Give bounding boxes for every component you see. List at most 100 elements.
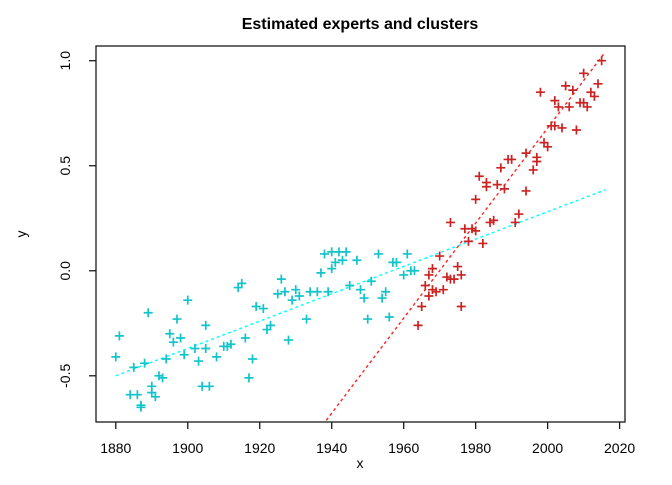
- scatter-point-cluster-2-red: [507, 154, 517, 164]
- scatter-point-cluster-2-red: [471, 226, 481, 236]
- scatter-point-cluster-1-cyan: [352, 255, 362, 265]
- scatter-point-cluster-2-red: [521, 148, 531, 158]
- scatter-point-cluster-1-cyan: [143, 308, 153, 318]
- scatter-points-layer: [111, 56, 607, 412]
- scatter-point-cluster-1-cyan: [366, 276, 376, 286]
- scatter-point-cluster-1-cyan: [377, 293, 387, 303]
- scatter-point-cluster-2-red: [438, 285, 448, 295]
- scatter-point-cluster-1-cyan: [132, 390, 142, 400]
- scatter-point-cluster-1-cyan: [190, 343, 200, 353]
- scatter-point-cluster-1-cyan: [287, 295, 297, 305]
- scatter-point-cluster-1-cyan: [291, 285, 301, 295]
- scatter-point-cluster-1-cyan: [136, 400, 146, 410]
- scatter-point-cluster-2-red: [514, 209, 524, 219]
- scatter-point-cluster-1-cyan: [258, 304, 268, 314]
- scatter-point-cluster-2-red: [463, 236, 473, 246]
- scatter-point-cluster-1-cyan: [399, 270, 409, 280]
- scatter-point-cluster-2-red: [579, 68, 589, 78]
- scatter-point-cluster-1-cyan: [327, 264, 337, 274]
- scatter-point-cluster-2-red: [427, 264, 437, 274]
- scatter-point-cluster-1-cyan: [168, 337, 178, 347]
- scatter-point-cluster-1-cyan: [251, 301, 261, 311]
- scatter-point-cluster-1-cyan: [402, 249, 412, 259]
- scatter-point-cluster-2-red: [496, 163, 506, 173]
- scatter-point-cluster-1-cyan: [280, 287, 290, 297]
- x-tick-label: 1900: [172, 440, 203, 456]
- x-tick-label: 1880: [100, 440, 131, 456]
- scatter-point-cluster-2-red: [478, 238, 488, 248]
- chart-title: Estimated experts and clusters: [242, 16, 479, 33]
- scatter-point-cluster-2-red: [417, 301, 427, 311]
- scatter-point-cluster-2-red: [413, 320, 423, 330]
- x-tick-label: 2000: [532, 440, 563, 456]
- scatter-point-cluster-1-cyan: [201, 343, 211, 353]
- scatter-point-cluster-2-red: [499, 184, 509, 194]
- x-tick-label: 1980: [460, 440, 491, 456]
- scatter-point-cluster-1-cyan: [183, 295, 193, 305]
- scatter-point-cluster-2-red: [561, 81, 571, 91]
- x-axis-ticks: 1880 1900 1920 1940 1960 1980 2000 2020: [100, 422, 635, 456]
- scatter-point-cluster-1-cyan: [158, 373, 168, 383]
- scatter-point-cluster-1-cyan: [284, 335, 294, 345]
- scatter-point-cluster-1-cyan: [359, 293, 369, 303]
- expert-lines-layer: [115, 53, 606, 421]
- scatter-point-cluster-2-red: [424, 291, 434, 301]
- y-tick-label: 0.5: [57, 156, 73, 176]
- scatter-point-cluster-1-cyan: [330, 257, 340, 267]
- scatter-point-cluster-1-cyan: [356, 285, 365, 295]
- scatter-point-cluster-2-red: [589, 91, 599, 101]
- scatter-point-cluster-2-red: [420, 280, 430, 290]
- scatter-point-cluster-1-cyan: [320, 249, 330, 259]
- scatter-point-cluster-2-red: [453, 262, 463, 272]
- y-tick-label: 0.0: [57, 261, 73, 281]
- x-axis-title: x: [357, 455, 364, 471]
- scatter-point-cluster-1-cyan: [363, 314, 373, 324]
- scatter-point-cluster-2-red: [435, 251, 445, 261]
- scatter-point-cluster-2-red: [456, 301, 466, 311]
- scatter-point-cluster-2-red: [492, 180, 502, 190]
- scatter-point-cluster-1-cyan: [111, 352, 121, 362]
- y-axis-title: y: [13, 231, 29, 238]
- scatter-point-cluster-1-cyan: [240, 333, 250, 343]
- scatter-point-cluster-2-red: [532, 157, 542, 167]
- scatter-point-cluster-2-red: [543, 142, 553, 152]
- scatter-point-cluster-1-cyan: [201, 320, 211, 330]
- scatter-point-cluster-1-cyan: [338, 255, 348, 265]
- scatter-point-cluster-1-cyan: [248, 354, 258, 364]
- scatter-point-cluster-1-cyan: [345, 280, 355, 290]
- scatter-point-cluster-2-red: [557, 123, 567, 133]
- scatter-point-cluster-2-red: [521, 186, 531, 196]
- scatter-point-cluster-2-red: [456, 270, 466, 280]
- scatter-point-cluster-2-red: [445, 217, 455, 227]
- scatter-point-cluster-1-cyan: [341, 247, 351, 257]
- scatter-point-cluster-2-red: [528, 165, 538, 175]
- scatter-point-cluster-2-red: [582, 102, 592, 112]
- scatter-point-cluster-1-cyan: [237, 278, 247, 288]
- scatter-point-cluster-2-red: [550, 121, 560, 131]
- scatter-point-cluster-1-cyan: [312, 287, 322, 297]
- scatter-point-cluster-1-cyan: [172, 314, 182, 324]
- scatter-point-cluster-1-cyan: [179, 350, 189, 360]
- scatter-point-cluster-2-red: [489, 215, 499, 225]
- scatter-point-cluster-1-cyan: [373, 249, 383, 259]
- x-tick-label: 1940: [316, 440, 347, 456]
- scatter-point-cluster-1-cyan: [140, 358, 150, 368]
- scatter-point-cluster-1-cyan: [165, 329, 175, 339]
- scatter-point-cluster-1-cyan: [273, 289, 283, 299]
- scatter-point-cluster-1-cyan: [161, 354, 171, 364]
- y-tick-label: -0.5: [57, 364, 73, 388]
- scatter-point-cluster-1-cyan: [302, 314, 312, 324]
- scatter-point-cluster-1-cyan: [212, 352, 222, 362]
- scatter-point-cluster-1-cyan: [226, 339, 236, 349]
- scatter-point-cluster-1-cyan: [384, 312, 394, 322]
- scatter-point-cluster-1-cyan: [276, 274, 286, 284]
- scatter-point-cluster-2-red: [449, 274, 459, 284]
- scatter-point-cluster-2-red: [568, 85, 578, 95]
- plot-box: [95, 45, 626, 423]
- scatter-point-cluster-2-red: [564, 102, 574, 112]
- x-tick-label: 1920: [244, 440, 275, 456]
- scatter-point-cluster-1-cyan: [381, 287, 391, 297]
- y-tick-label: 1.0: [57, 51, 73, 71]
